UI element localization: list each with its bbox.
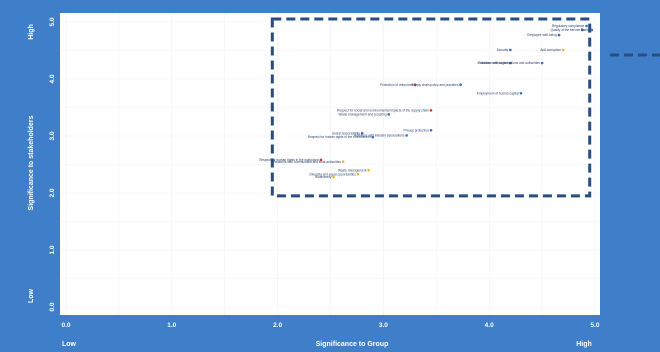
data-point <box>405 134 408 137</box>
point-label: Quality of the service <box>550 28 580 32</box>
y-tick-label: 3.0 <box>49 131 56 140</box>
data-point <box>371 135 375 139</box>
data-point <box>387 113 390 116</box>
x-low-label: Low <box>62 341 77 348</box>
point-label: Safety <box>581 28 590 32</box>
data-point <box>590 28 594 32</box>
x-tick-label: 0.0 <box>61 322 70 329</box>
point-label: Biodiversity <box>315 175 332 179</box>
point-label: Regulatory compliance <box>552 24 585 28</box>
y-tick-label: 1.0 <box>49 245 56 254</box>
x-tick-label: 2.0 <box>273 322 282 329</box>
x-tick-labels: 0.0 1.0 2.0 3.0 4.0 5.0 <box>61 322 599 329</box>
point-label: Supply chain policy and practices <box>411 83 459 87</box>
point-label: Protection of resources <box>380 83 413 87</box>
data-point <box>581 28 584 32</box>
grid <box>60 13 600 315</box>
y-axis-label: Significance to stakeholders <box>28 115 35 210</box>
point-label: Relations with industry associations <box>354 134 405 138</box>
point-label: Waste management <box>338 168 367 172</box>
data-point <box>332 175 335 179</box>
x-tick-label: 4.0 <box>485 322 494 329</box>
data-point <box>341 160 345 163</box>
point-label: Relations with organisations and authori… <box>478 61 540 65</box>
data-point <box>367 168 370 172</box>
y-tick-label: 0.0 <box>49 302 56 311</box>
data-point <box>319 158 323 162</box>
data-point <box>557 33 561 37</box>
data-point <box>585 24 588 28</box>
point-label: Employee well-being <box>527 33 557 37</box>
data-point <box>360 131 364 135</box>
y-tick-label: 2.0 <box>49 188 56 197</box>
data-point <box>561 48 565 52</box>
highlight-box <box>270 17 592 198</box>
point-label: Diversity and equal opportunities <box>310 172 357 176</box>
point-label: Privacy protection <box>403 128 429 132</box>
point-label: Waste management and recycling <box>338 112 386 116</box>
point-label: Respect for social and environmental imp… <box>337 108 429 112</box>
point-label: Employment of human capital <box>477 91 519 95</box>
data-point <box>413 83 417 86</box>
point-label: Respect for human rights in the workplac… <box>259 158 319 162</box>
x-tick-label: 5.0 <box>590 322 599 329</box>
point-label: Security <box>497 48 509 52</box>
point-label: Respect for human rights in the environm… <box>308 135 371 139</box>
x-tick-label: 1.0 <box>167 322 176 329</box>
point-label: Customer satisfaction <box>478 61 509 65</box>
data-point <box>519 91 523 95</box>
y-tick-labels: 0.0 1.0 2.0 3.0 4.0 5.0 <box>49 17 56 311</box>
data-point <box>509 48 512 52</box>
point-label: Anti-corruption <box>540 48 561 52</box>
y-low-label: Low <box>28 288 35 303</box>
x-high-label: High <box>576 341 592 348</box>
point-label: Social responsibility <box>332 131 360 135</box>
data-point <box>459 83 462 86</box>
data-point <box>429 109 433 112</box>
y-high-label: High <box>28 24 35 40</box>
y-tick-label: 5.0 <box>49 17 56 26</box>
data-point <box>356 172 360 176</box>
data-point <box>429 129 433 132</box>
data-point <box>509 61 512 65</box>
data-point <box>540 61 544 65</box>
plot-area-background <box>60 13 600 315</box>
y-tick-label: 4.0 <box>49 74 56 83</box>
point-label: Relations with communities and local aut… <box>273 160 341 164</box>
x-axis-label: Significance to Group <box>316 341 389 348</box>
x-tick-label: 3.0 <box>379 322 388 329</box>
